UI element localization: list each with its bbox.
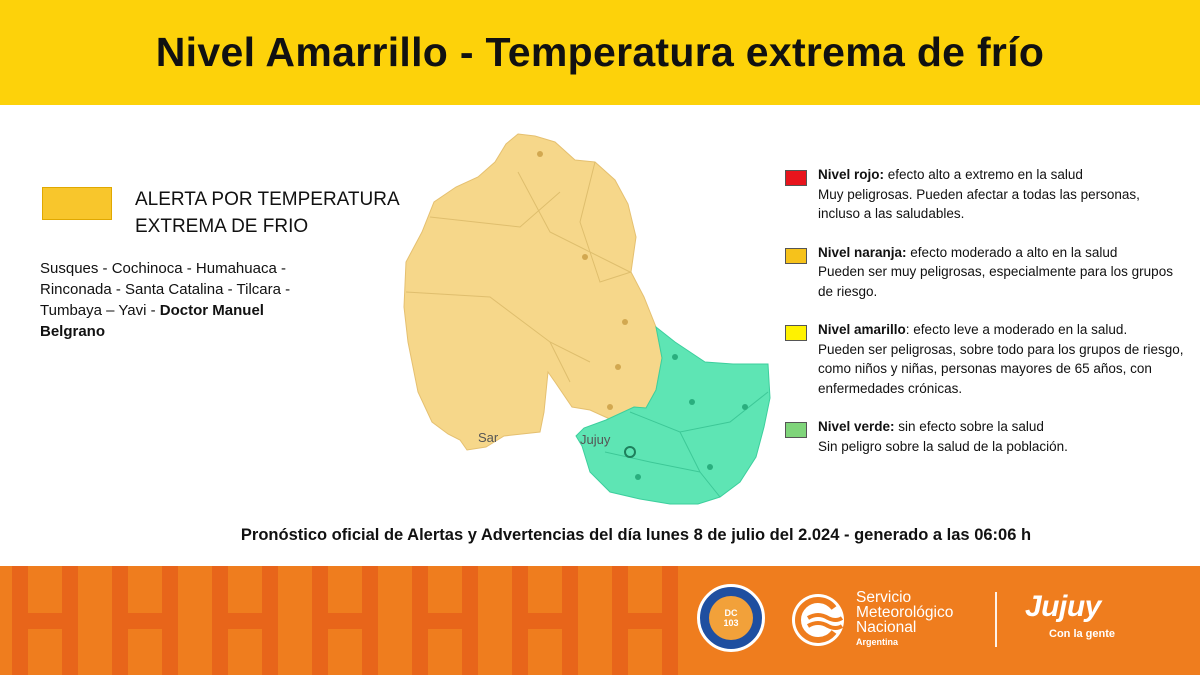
level-green: Nivel verde: sin efecto sobre la salud S…	[785, 417, 1185, 456]
level-red-swatch	[785, 170, 807, 186]
alert-title-line2: EXTREMA DE FRIO	[135, 216, 309, 237]
level-orange-line1: efecto moderado a alto en la salud	[906, 244, 1118, 260]
dc-logo-line1: DC	[724, 608, 738, 618]
level-orange-name: Nivel naranja:	[818, 244, 907, 260]
safe-zone	[575, 325, 771, 505]
smn-line2: Meteorológico	[856, 604, 954, 621]
map-label-sar: Sar	[478, 430, 499, 445]
footer-band	[0, 566, 1200, 675]
dc-logo-line2: 103	[723, 618, 739, 628]
smn-line1: Servicio	[856, 589, 912, 606]
level-yellow-swatch	[785, 325, 807, 341]
alert-zone	[403, 133, 663, 451]
level-green-detail: Sin peligro sobre la salud de la poblaci…	[818, 438, 1068, 454]
map-label-jujuy: Jujuy	[580, 432, 611, 447]
smn-line3: Nacional	[856, 619, 917, 636]
level-green-swatch	[785, 422, 807, 438]
jujuy-map: Jujuy Sar	[403, 133, 771, 505]
footer-divider	[995, 592, 997, 647]
jujuy-tagline: Con la gente	[1049, 628, 1116, 640]
affected-areas-bold: Doctor Manuel Belgrano	[40, 302, 264, 340]
title-bar: Nivel Amarrillo - Temperatura extrema de…	[0, 0, 1200, 105]
levels-legend: Nivel rojo: efecto alto a extremo en la …	[785, 165, 1185, 475]
level-yellow-line1: : efecto leve a moderado en la salud.	[905, 322, 1128, 337]
level-yellow-name: Nivel amarillo	[818, 322, 906, 337]
affected-areas-list: Susques - Cochinoca - Humahuaca - Rincon…	[40, 260, 291, 319]
decorative-pattern	[12, 566, 678, 675]
level-orange-detail: Pueden ser muy peligrosas, especialmente…	[818, 264, 1173, 299]
smn-logo-icon	[792, 594, 844, 646]
level-yellow-detail: Pueden ser peligrosas, sobre todo para l…	[818, 341, 1184, 396]
level-red-name: Nivel rojo:	[818, 167, 885, 182]
forecast-note: Pronóstico oficial de Alertas y Adverten…	[240, 526, 1032, 544]
level-orange-swatch	[785, 247, 807, 264]
alert-color-swatch	[42, 187, 112, 220]
level-red: Nivel rojo: efecto alto a extremo en la …	[785, 165, 1185, 224]
level-yellow: Nivel amarillo: efecto leve a moderado e…	[785, 320, 1185, 398]
civil-defense-logo: DC 103	[697, 584, 765, 652]
level-orange: Nivel naranja: efecto moderado a alto en…	[785, 243, 1185, 302]
jujuy-logo-text: Jujuy	[1025, 590, 1101, 623]
level-red-line1: efecto alto a extremo en la salud	[884, 167, 1083, 182]
level-green-name: Nivel verde:	[818, 419, 895, 434]
alert-title: ALERTA POR TEMPERATURA EXTREMA DE FRIO	[135, 186, 435, 240]
affected-areas: Susques - Cochinoca - Humahuaca - Rincon…	[40, 258, 310, 342]
page-title: Nivel Amarrillo - Temperatura extrema de…	[155, 29, 1045, 75]
smn-logo-text: Servicio Meteorológico Nacional Argentin…	[856, 590, 953, 649]
level-green-line1: sin efecto sobre la salud	[894, 419, 1044, 434]
level-red-detail: Muy peligrosas. Pueden afectar a todas l…	[818, 186, 1140, 222]
alert-title-line1: ALERTA POR TEMPERATURA	[135, 189, 400, 210]
smn-line4: Argentina	[856, 637, 899, 647]
